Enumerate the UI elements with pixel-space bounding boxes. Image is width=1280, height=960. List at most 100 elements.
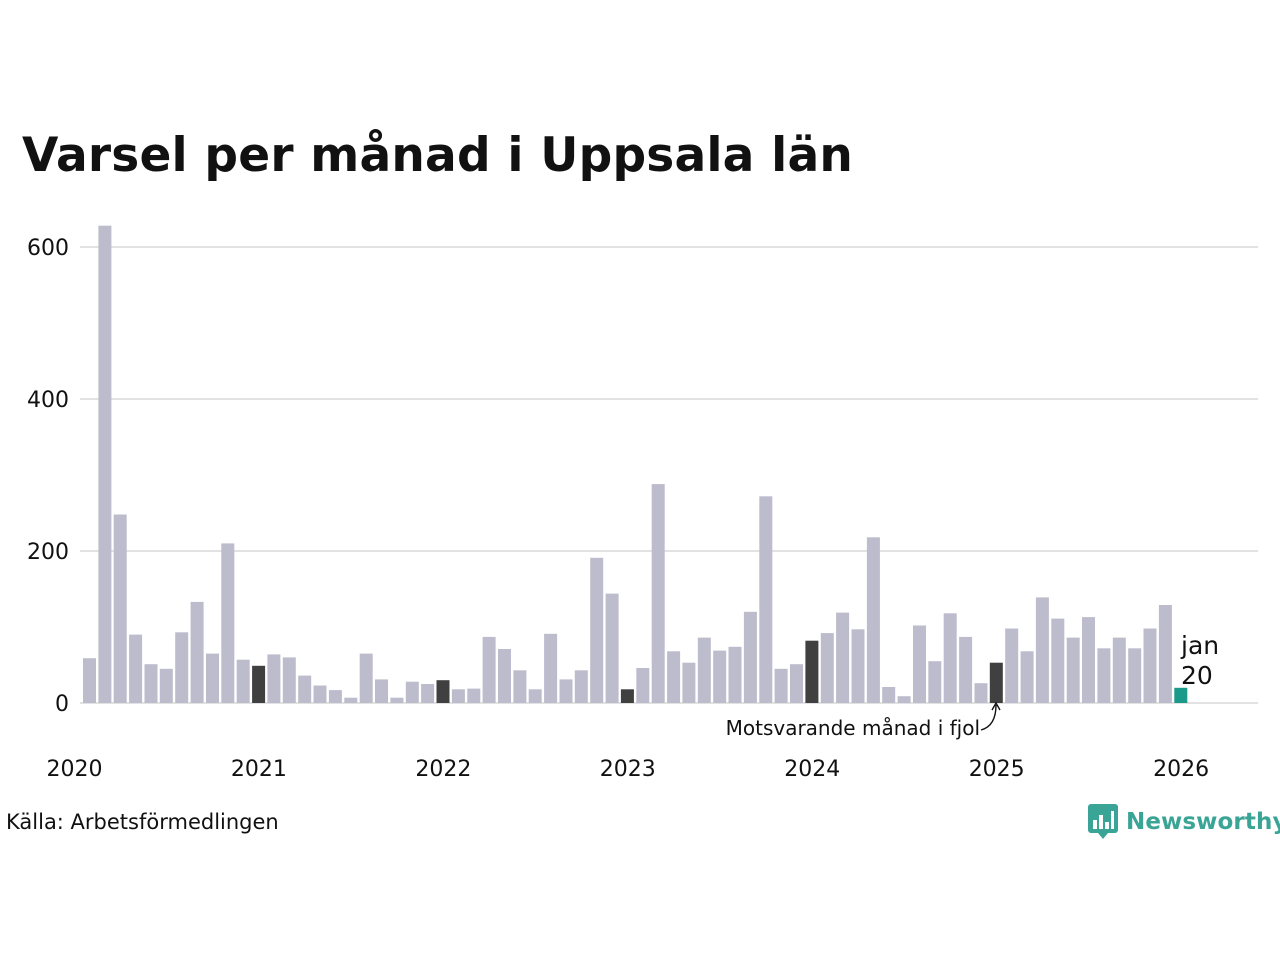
- x-tick-label: 2022: [415, 757, 471, 782]
- bar: [928, 661, 942, 703]
- bar: [667, 651, 681, 703]
- x-tick-label: 2020: [47, 757, 103, 782]
- bar: [144, 664, 158, 703]
- bar: [175, 632, 189, 703]
- annotation-arrowhead: [991, 701, 1001, 711]
- bars: [83, 225, 1188, 703]
- bar: [1097, 648, 1111, 703]
- y-tick-label: 0: [55, 692, 69, 717]
- bar: [866, 537, 880, 703]
- y-axis-ticks: 0 200 400 600: [27, 236, 69, 717]
- bar: [743, 611, 757, 703]
- bar: [528, 689, 542, 703]
- x-tick-label: 2024: [784, 757, 840, 782]
- bar: [298, 675, 312, 703]
- newsworthy-logo: Newsworthy: [1088, 802, 1280, 842]
- bar: [544, 633, 558, 703]
- bar: [605, 593, 619, 703]
- y-tick-label: 600: [27, 236, 69, 261]
- bar: [328, 690, 342, 703]
- bar: [451, 689, 465, 703]
- bar: [913, 625, 926, 703]
- bar: [113, 514, 127, 703]
- bar: [359, 653, 373, 703]
- bar: [774, 668, 788, 703]
- bar: [1112, 637, 1126, 703]
- bar: [1128, 648, 1142, 703]
- bar: [713, 650, 727, 703]
- bar: [820, 633, 834, 703]
- bar-same-month-previous-year: [620, 689, 634, 703]
- bar-same-month-previous-year: [436, 680, 450, 703]
- bar: [1005, 628, 1019, 703]
- bar-same-month-previous-year: [989, 662, 1003, 703]
- bar: [236, 659, 250, 703]
- bar-same-month-previous-year: [252, 665, 266, 703]
- bar: [513, 670, 527, 703]
- x-tick-label: 2026: [1153, 757, 1209, 782]
- bar: [98, 225, 112, 703]
- bar: [851, 629, 865, 703]
- x-axis-ticks: 2020 2021 2022 2023 2024 2025 2026: [47, 757, 1210, 782]
- source-note: Källa: Arbetsförmedlingen: [6, 810, 279, 834]
- bar: [590, 557, 604, 703]
- bar: [1051, 618, 1065, 703]
- bar: [267, 654, 281, 703]
- bar: [943, 613, 957, 703]
- bar: [282, 657, 296, 703]
- bar: [759, 496, 773, 703]
- chart-title: Varsel per månad i Uppsala län: [22, 128, 854, 183]
- annotation-group: Motsvarande månad i fjol: [726, 701, 1001, 740]
- bar: [974, 683, 988, 703]
- bar: [697, 637, 711, 703]
- bar: [221, 543, 235, 703]
- x-tick-label: 2025: [969, 757, 1025, 782]
- bar: [190, 601, 204, 703]
- bar-same-month-previous-year: [805, 640, 819, 703]
- bar: [790, 664, 803, 703]
- bar: [836, 612, 850, 703]
- gridlines: [80, 246, 1258, 704]
- annotation-arrow: [980, 704, 997, 731]
- x-tick-label: 2021: [231, 757, 287, 782]
- bar: [129, 634, 143, 703]
- bar: [498, 649, 511, 703]
- y-tick-label: 400: [27, 388, 69, 413]
- bar: [728, 646, 742, 703]
- bar: [1158, 605, 1172, 703]
- bar: [390, 697, 404, 703]
- bar-current: [1174, 687, 1188, 703]
- current-month-label: jan: [1180, 631, 1219, 660]
- bar: [83, 658, 96, 703]
- bar: [897, 696, 911, 703]
- bar: [405, 681, 419, 703]
- bar: [344, 697, 358, 703]
- bar: [313, 685, 327, 703]
- x-tick-label: 2023: [600, 757, 656, 782]
- bar: [682, 662, 696, 703]
- bar: [574, 670, 588, 703]
- bar: [1082, 617, 1095, 703]
- bar: [559, 679, 573, 703]
- bar: [159, 668, 173, 703]
- bar: [467, 688, 481, 703]
- bar: [636, 668, 650, 703]
- newsworthy-logo-icon: [1088, 804, 1118, 839]
- bar: [1035, 597, 1049, 703]
- newsworthy-logo-text: Newsworthy: [1126, 809, 1280, 835]
- current-value-label: 20: [1181, 661, 1213, 690]
- current-value-label-group: jan 20: [1180, 631, 1219, 690]
- bar: [206, 653, 219, 703]
- bar: [421, 684, 435, 703]
- bar: [651, 484, 665, 703]
- bar: [959, 636, 973, 703]
- annotation-label: Motsvarande månad i fjol: [726, 716, 980, 740]
- bar: [1020, 651, 1034, 703]
- y-tick-label: 200: [27, 540, 69, 565]
- bar: [482, 636, 496, 703]
- bar: [1143, 628, 1157, 703]
- bar: [1066, 637, 1080, 703]
- bar: [375, 679, 388, 703]
- bar: [882, 687, 896, 703]
